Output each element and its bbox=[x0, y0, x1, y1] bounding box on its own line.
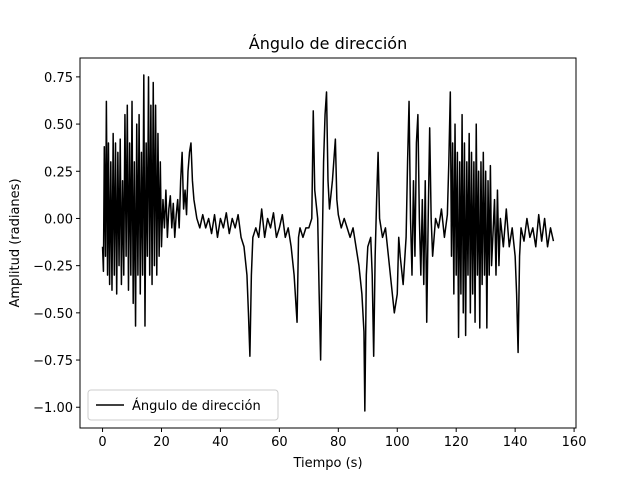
x-tick-label: 0 bbox=[98, 435, 106, 450]
y-tick-label: −0.50 bbox=[33, 307, 73, 322]
x-tick-label: 140 bbox=[503, 435, 528, 450]
axes-frame bbox=[79, 57, 577, 429]
y-tick-label: 0.50 bbox=[44, 118, 73, 133]
x-tick-label: 20 bbox=[153, 435, 170, 450]
y-axis-label: Amplitud (radianes) bbox=[8, 178, 23, 307]
y-tick-label: −1.00 bbox=[33, 401, 73, 416]
y-tick-label: 0.00 bbox=[44, 212, 73, 227]
y-tick-label: 0.25 bbox=[44, 165, 73, 180]
legend-label: Ángulo de dirección bbox=[132, 398, 261, 414]
y-tick-label: 0.75 bbox=[44, 71, 73, 86]
y-tick-label: −0.75 bbox=[33, 354, 73, 369]
data-line bbox=[101, 74, 555, 412]
x-tick-label: 40 bbox=[212, 435, 229, 450]
chart-title: Ángulo de dirección bbox=[249, 34, 407, 53]
legend-box bbox=[87, 389, 279, 421]
x-tick-label: 120 bbox=[444, 435, 469, 450]
y-tick-label: −0.25 bbox=[33, 260, 73, 275]
x-tick-label: 80 bbox=[330, 435, 347, 450]
x-tick-label: 60 bbox=[271, 435, 288, 450]
x-axis-label: Tiempo (s) bbox=[292, 456, 362, 471]
x-tick-label: 100 bbox=[385, 435, 410, 450]
x-tick-label: 160 bbox=[562, 435, 587, 450]
